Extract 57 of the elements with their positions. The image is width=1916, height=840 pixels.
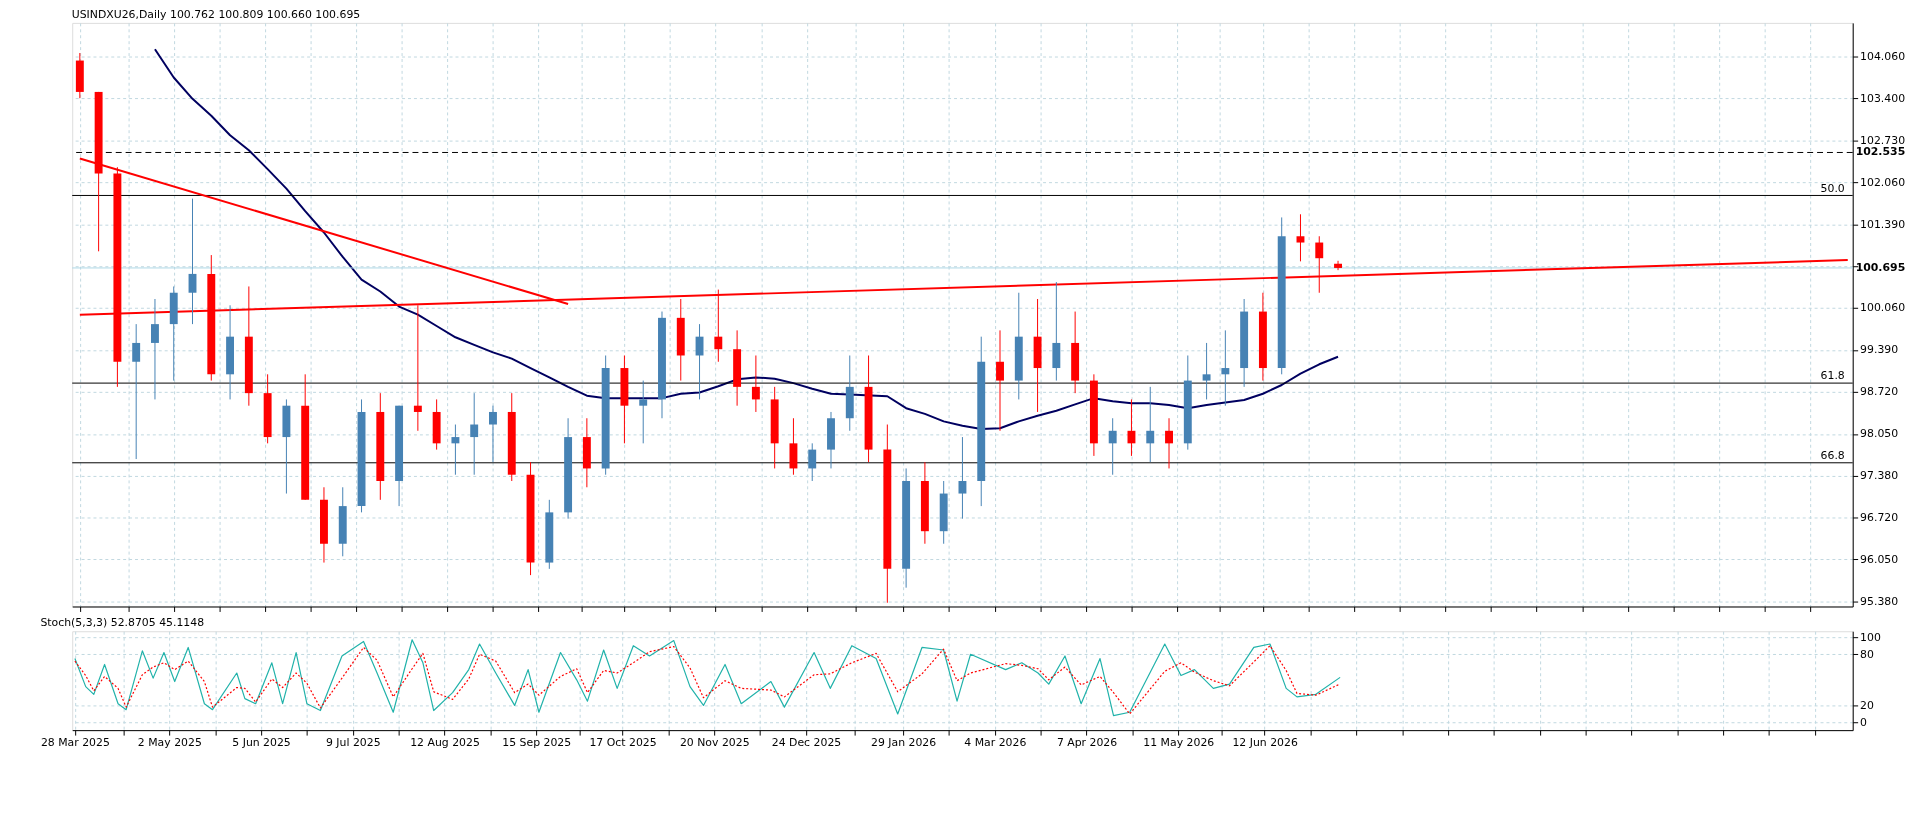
candlestick bbox=[639, 380, 648, 444]
candlestick bbox=[808, 442, 817, 482]
x-tick-label: 2 May 2025 bbox=[137, 736, 202, 750]
y-tick-label: 103.400 bbox=[1860, 91, 1906, 105]
x-tick-label: 4 Mar 2026 bbox=[964, 736, 1027, 750]
y-tick-label: 102.060 bbox=[1860, 175, 1906, 189]
y-tick-label: 104.060 bbox=[1860, 50, 1906, 64]
y-tick-label: 100.060 bbox=[1860, 301, 1906, 315]
candlestick bbox=[451, 424, 460, 476]
y-tick-label: 80 bbox=[1860, 647, 1875, 661]
annotation: 50.0 bbox=[1820, 181, 1845, 195]
y-tick-label: 96.720 bbox=[1860, 510, 1899, 524]
candlestick bbox=[1146, 386, 1155, 463]
y-tick-label: 95.380 bbox=[1860, 594, 1899, 608]
candlestick bbox=[751, 354, 760, 413]
y-tick-label: 98.050 bbox=[1860, 427, 1899, 441]
y-tick-label: 97.380 bbox=[1860, 469, 1899, 483]
candlestick bbox=[1202, 342, 1211, 400]
chart-title: USINDXU26,Daily 100.762 100.809 100.660 100.695 bbox=[71, 7, 361, 21]
candlestick bbox=[470, 392, 479, 476]
y-tick-label: 96.050 bbox=[1860, 552, 1899, 566]
annotation: 61.8 bbox=[1820, 369, 1845, 383]
candlestick bbox=[996, 329, 1004, 432]
candlestick bbox=[151, 298, 159, 400]
x-tick-label: 28 Mar 2025 bbox=[40, 736, 110, 750]
ref-line-label: 102.535 bbox=[1855, 145, 1906, 159]
candlestick bbox=[1296, 213, 1305, 262]
candlestick bbox=[489, 405, 497, 463]
candlestick bbox=[1334, 260, 1342, 271]
x-tick-label: 12 Jun 2026 bbox=[1232, 736, 1298, 750]
y-tick-label: 0 bbox=[1860, 715, 1868, 729]
x-tick-label: 12 Aug 2025 bbox=[410, 736, 480, 750]
x-tick-label: 9 Jul 2025 bbox=[325, 736, 381, 750]
line-series bbox=[153, 48, 1340, 430]
x-tick-label: 20 Nov 2025 bbox=[679, 736, 750, 750]
x-tick-label: 7 Apr 2026 bbox=[1056, 736, 1118, 750]
candlestick bbox=[695, 323, 704, 400]
x-tick-label: 15 Sep 2025 bbox=[502, 736, 572, 750]
y-tick-label: 20 bbox=[1860, 698, 1875, 712]
candlestick bbox=[1108, 417, 1117, 476]
x-tick-label: 11 May 2026 bbox=[1143, 736, 1215, 750]
y-tick-label: 100 bbox=[1860, 630, 1881, 644]
annotation: 66.8 bbox=[1820, 448, 1845, 462]
chart-title: Stoch(5,3,3) 52.8705 45.1148 bbox=[40, 616, 205, 630]
y-tick-label: 99.390 bbox=[1860, 343, 1899, 357]
candlestick bbox=[1165, 417, 1173, 469]
candlestick bbox=[132, 323, 141, 460]
x-tick-label: 24 Dec 2025 bbox=[771, 736, 842, 750]
x-tick-label: 17 Oct 2025 bbox=[589, 736, 657, 750]
y-tick-label: 98.720 bbox=[1860, 385, 1899, 399]
ref-line-label: 100.695 bbox=[1855, 260, 1906, 274]
y-tick-label: 101.390 bbox=[1860, 217, 1906, 231]
candlestick bbox=[1221, 329, 1230, 407]
x-tick-label: 29 Jan 2026 bbox=[870, 736, 937, 750]
candlestick bbox=[958, 436, 967, 520]
y-tick-label: 102.730 bbox=[1860, 133, 1906, 147]
x-tick-label: 5 Jun 2025 bbox=[232, 736, 291, 750]
